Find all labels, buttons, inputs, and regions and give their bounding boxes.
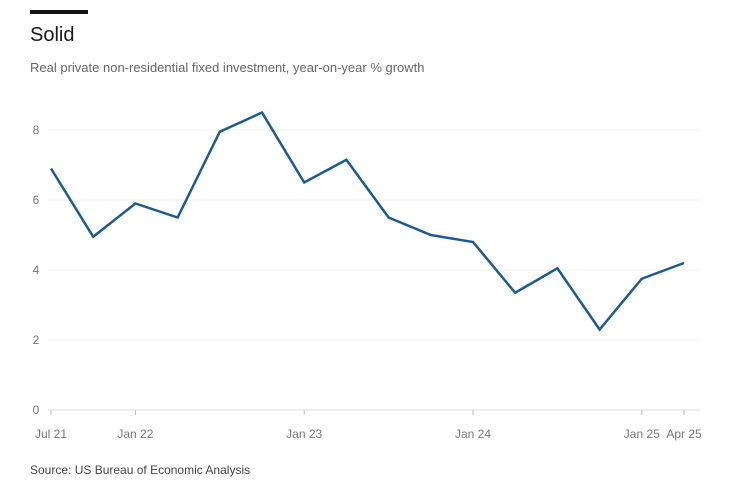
title-accent-bar xyxy=(30,10,88,14)
series-line xyxy=(49,110,685,332)
y-tick-label: 4 xyxy=(33,263,40,277)
chart-title: Solid xyxy=(30,24,75,46)
y-tick-label: 2 xyxy=(33,333,40,347)
line-chart: 0 2 4 6 8 Jul 21 Jan 22 Jan 23 Jan 24 Jan 25 Apr 2… xyxy=(33,110,702,441)
x-tick-label: Jan 22 xyxy=(117,427,153,441)
y-tick-label: 8 xyxy=(33,123,40,137)
chart-subtitle: Real private non-residential fixed inves… xyxy=(30,60,425,75)
y-tick-label: 0 xyxy=(33,403,40,417)
x-tick-label: Apr 25 xyxy=(666,427,702,441)
y-tick-label: 6 xyxy=(33,193,40,207)
x-tick-label: Jul 21 xyxy=(35,427,67,441)
x-tick-label: Jan 25 xyxy=(624,427,660,441)
chart-source: Source: US Bureau of Economic Analysis xyxy=(30,463,251,477)
x-tick-label: Jan 23 xyxy=(286,427,322,441)
x-tick-label: Jan 24 xyxy=(455,427,491,441)
